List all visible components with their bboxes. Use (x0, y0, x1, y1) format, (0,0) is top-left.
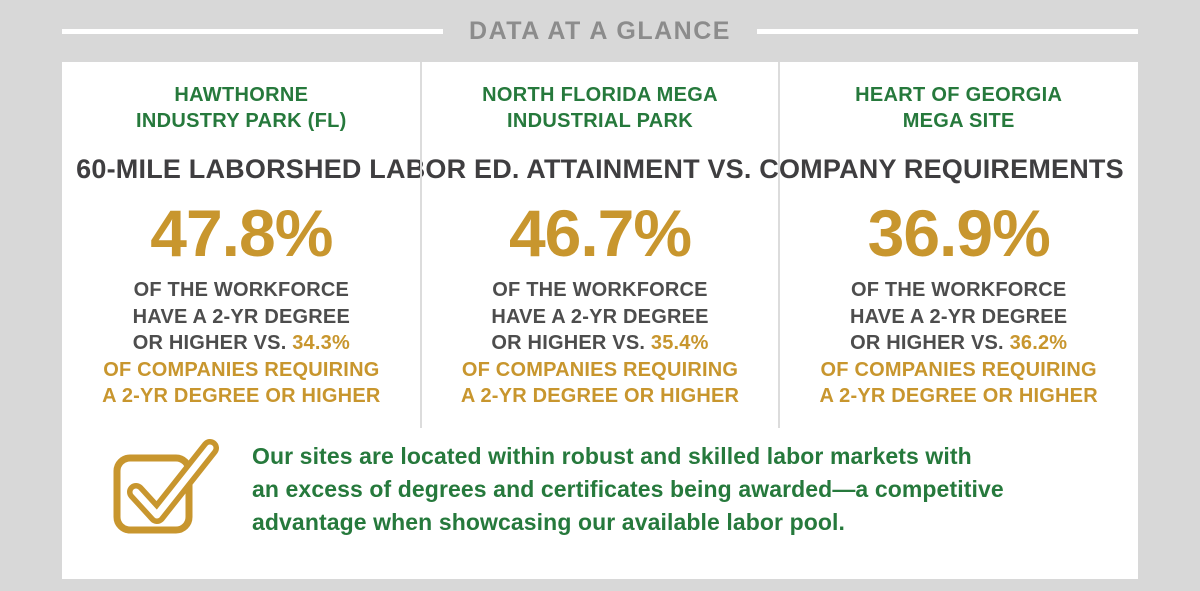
workforce-percentage: 47.8% (150, 196, 333, 270)
stat-line: OR HIGHER VS. 36.2% (779, 330, 1138, 357)
site-name-line: NORTH FLORIDA MEGA (482, 84, 718, 106)
stat-line: OF THE WORKFORCE (850, 279, 1067, 301)
stats-row: 47.8% OF THE WORKFORCE HAVE A 2-YR DEGRE… (62, 197, 1138, 410)
workforce-percentage: 46.7% (508, 196, 692, 270)
site-header-heart-of-georgia: HEART OF GEORGIA MEGA SITE (779, 82, 1138, 134)
company-percentage: 36.2% (1009, 332, 1068, 354)
stat-description: OF THE WORKFORCE HAVE A 2-YR DEGREE OR H… (62, 277, 421, 410)
site-name-line: HEART OF GEORGIA (855, 84, 1063, 106)
stat-line: HAVE A 2-YR DEGREE (491, 305, 709, 328)
stat-column-heart-of-georgia: 36.9% OF THE WORKFORCE HAVE A 2-YR DEGRE… (779, 197, 1138, 410)
site-header-north-florida: NORTH FLORIDA MEGA INDUSTRIAL PARK (421, 82, 780, 134)
callout-text: Our sites are located within robust and … (252, 442, 1004, 535)
workforce-percentage: 36.9% (867, 196, 1051, 270)
stat-line-prefix: OR HIGHER VS. (491, 332, 651, 354)
stat-line: HAVE A 2-YR DEGREE (132, 305, 350, 328)
company-percentage: 34.3% (292, 332, 350, 354)
site-headers-row: HAWTHORNE INDUSTRY PARK (FL) NORTH FLORI… (62, 62, 1138, 134)
stat-line-gold: A 2-YR DEGREE OR HIGHER (460, 385, 740, 407)
stat-line-prefix: OR HIGHER VS. (850, 332, 1010, 354)
site-name-line: HAWTHORNE (174, 84, 309, 106)
stat-line-gold: OF COMPANIES REQUIRING (103, 358, 380, 381)
site-header-hawthorne: HAWTHORNE INDUSTRY PARK (FL) (62, 82, 421, 134)
stat-line-gold: OF COMPANIES REQUIRING (461, 358, 739, 381)
site-name-line: INDUSTRY PARK (FL) (136, 110, 347, 132)
site-name-line: INDUSTRIAL PARK (507, 110, 693, 132)
site-name-line: MEGA SITE (902, 110, 1015, 132)
stat-line: OR HIGHER VS. 35.4% (421, 330, 780, 357)
stat-line-gold: A 2-YR DEGREE OR HIGHER (102, 385, 381, 407)
column-divider (419, 62, 422, 428)
stat-line-gold: A 2-YR DEGREE OR HIGHER (819, 385, 1098, 407)
content-panel: HAWTHORNE INDUSTRY PARK (FL) NORTH FLORI… (62, 62, 1138, 579)
stat-line-gold: OF COMPANIES REQUIRING (820, 358, 1097, 381)
header: DATA AT A GLANCE (62, 0, 1138, 62)
title-rule-right (756, 28, 1138, 34)
stat-description: OF THE WORKFORCE HAVE A 2-YR DEGREE OR H… (779, 277, 1138, 410)
stat-line-prefix: OR HIGHER VS. (132, 332, 293, 354)
column-divider (778, 62, 781, 428)
title-rule-left (62, 28, 444, 34)
stat-column-hawthorne: 47.8% OF THE WORKFORCE HAVE A 2-YR DEGRE… (62, 197, 421, 410)
stat-line: HAVE A 2-YR DEGREE (850, 305, 1068, 328)
checkbox-check-icon (113, 438, 219, 533)
stat-description: OF THE WORKFORCE HAVE A 2-YR DEGREE OR H… (421, 277, 780, 410)
stat-line: OF THE WORKFORCE (492, 279, 708, 301)
callout: Our sites are located within robust and … (62, 436, 1138, 539)
stat-line: OR HIGHER VS. 34.3% (62, 330, 421, 357)
page-title: DATA AT A GLANCE (469, 16, 731, 45)
section-subtitle: 60-MILE LABORSHED LABOR ED. ATTAINMENT V… (76, 154, 1124, 184)
stat-line: OF THE WORKFORCE (133, 279, 350, 301)
stat-column-north-florida: 46.7% OF THE WORKFORCE HAVE A 2-YR DEGRE… (421, 197, 780, 410)
company-percentage: 35.4% (650, 332, 709, 354)
